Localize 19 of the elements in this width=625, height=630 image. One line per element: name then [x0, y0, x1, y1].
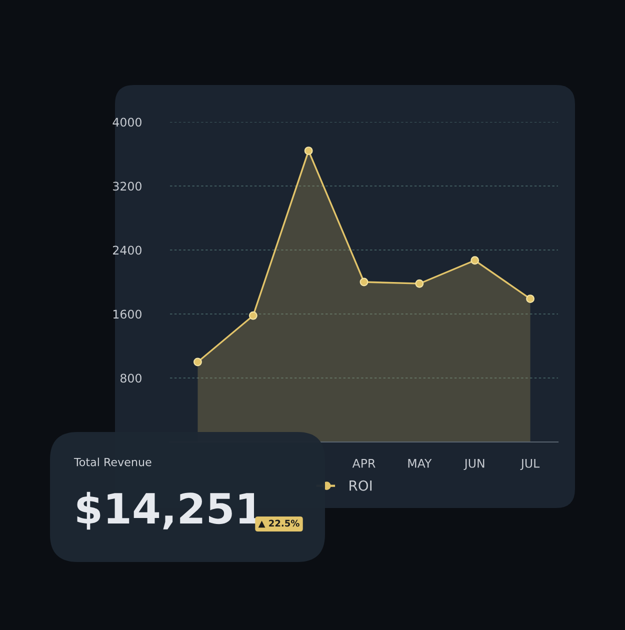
x-tick-label: JUL: [520, 459, 540, 470]
text: ▲ 22.5%: [258, 520, 300, 528]
x-tick-label: APR: [352, 459, 376, 468]
y-tick-label: 2400: [113, 246, 142, 255]
point: [360, 278, 368, 286]
y-tick-label: 800: [120, 374, 142, 383]
x-tick-label: MAY: [408, 459, 432, 468]
point: [526, 294, 535, 304]
x-tick-label: JUN: [464, 459, 484, 470]
point: [304, 146, 313, 156]
y-tick-label: 4000: [112, 118, 142, 127]
point: [415, 279, 424, 288]
legend-label: ROI: [350, 480, 372, 491]
point: [193, 358, 202, 366]
text: Total Revenue: [74, 458, 152, 466]
point: [248, 311, 258, 320]
y-tick-label: 3200: [113, 182, 142, 191]
y-tick-label: 1600: [113, 310, 142, 319]
point: [470, 256, 480, 265]
